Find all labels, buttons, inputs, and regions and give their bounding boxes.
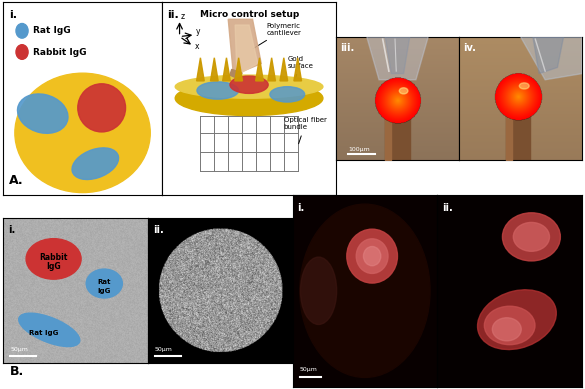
Text: iv.: iv. [463, 43, 476, 53]
Text: Rabbit: Rabbit [39, 253, 68, 262]
Text: 100μm: 100μm [348, 147, 370, 152]
Text: ii.: ii. [167, 10, 179, 20]
Circle shape [16, 45, 28, 60]
Ellipse shape [400, 88, 408, 94]
Ellipse shape [356, 239, 388, 273]
Ellipse shape [513, 223, 549, 251]
Text: y: y [196, 27, 201, 36]
Ellipse shape [176, 81, 323, 116]
Ellipse shape [18, 94, 68, 133]
Ellipse shape [270, 87, 305, 102]
Text: Micro control setup: Micro control setup [201, 10, 300, 19]
Text: IgG: IgG [98, 288, 111, 294]
Text: i.: i. [9, 10, 18, 20]
Polygon shape [385, 37, 409, 74]
Ellipse shape [15, 73, 150, 193]
Ellipse shape [347, 229, 397, 283]
Text: i.: i. [8, 225, 15, 235]
Polygon shape [228, 19, 261, 75]
Ellipse shape [477, 290, 556, 350]
Text: 50μm: 50μm [155, 347, 173, 352]
Ellipse shape [176, 75, 323, 98]
Text: Gold
surface: Gold surface [287, 56, 313, 86]
Text: Rat IgG: Rat IgG [29, 330, 58, 336]
Circle shape [300, 204, 430, 377]
Ellipse shape [363, 247, 381, 266]
Ellipse shape [230, 76, 268, 93]
Ellipse shape [26, 239, 81, 279]
Text: ii.: ii. [442, 203, 453, 213]
Ellipse shape [86, 269, 122, 298]
Ellipse shape [78, 84, 126, 132]
Text: Rat: Rat [98, 279, 111, 285]
Ellipse shape [72, 148, 119, 179]
Polygon shape [211, 58, 218, 81]
Polygon shape [197, 58, 204, 81]
Polygon shape [367, 37, 428, 80]
Ellipse shape [503, 213, 560, 261]
Text: Rat IgG: Rat IgG [33, 26, 71, 35]
Text: Rabbit IgG: Rabbit IgG [33, 47, 87, 56]
Text: A.: A. [9, 174, 24, 187]
Polygon shape [235, 25, 258, 75]
Text: i.: i. [298, 203, 305, 213]
Polygon shape [521, 37, 582, 80]
Ellipse shape [484, 306, 535, 345]
Polygon shape [230, 69, 242, 79]
Text: Polymeric
cantilever: Polymeric cantilever [253, 23, 301, 49]
Polygon shape [280, 58, 288, 81]
Ellipse shape [19, 313, 80, 347]
Ellipse shape [301, 257, 336, 324]
Text: z: z [180, 12, 184, 21]
Polygon shape [256, 58, 263, 81]
Polygon shape [294, 58, 301, 81]
Polygon shape [223, 58, 230, 81]
Text: 50μm: 50μm [300, 367, 318, 371]
Text: IgG: IgG [46, 262, 61, 271]
Text: x: x [194, 42, 199, 51]
Ellipse shape [197, 82, 239, 99]
Text: Optical fiber
bundle: Optical fiber bundle [284, 117, 326, 144]
Ellipse shape [493, 318, 521, 341]
Text: iii.: iii. [340, 43, 354, 53]
Text: B.: B. [10, 364, 25, 378]
Polygon shape [533, 37, 563, 74]
Text: 50μm: 50μm [10, 347, 28, 352]
Polygon shape [268, 58, 276, 81]
Polygon shape [235, 58, 242, 81]
Text: ii.: ii. [153, 225, 164, 235]
Ellipse shape [519, 83, 529, 89]
Circle shape [16, 23, 28, 38]
